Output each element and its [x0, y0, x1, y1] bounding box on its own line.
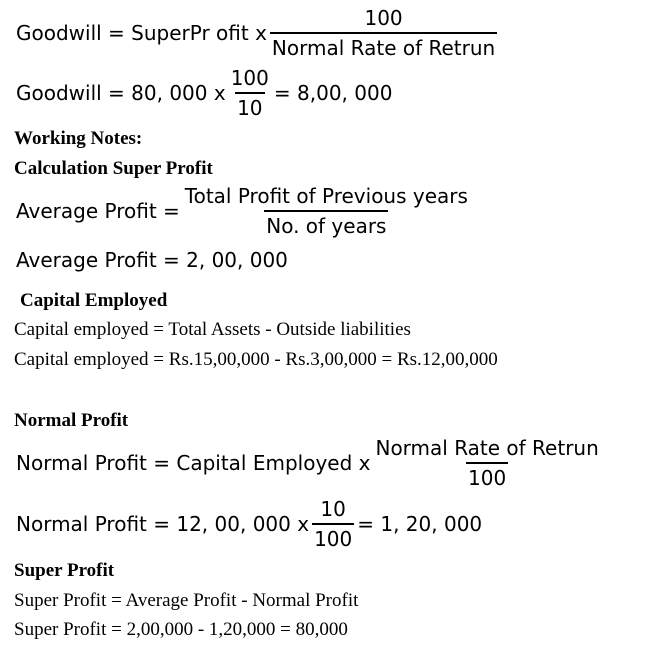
super-profit-formula: Super Profit = Average Profit - Normal P…	[14, 590, 359, 611]
capital-employed-calculation: Capital employed = Rs.15,00,000 - Rs.3,0…	[14, 349, 498, 370]
goodwill-formula: Goodwill = SuperPr ofit x 100 Normal Rat…	[16, 6, 500, 60]
average-profit-formula-lhs: Average Profit =	[16, 199, 180, 223]
normal-profit-calc-rhs: = 1, 20, 000	[357, 512, 483, 536]
calculation-super-profit-heading: Calculation Super Profit	[14, 158, 213, 179]
goodwill-calc-denominator: 10	[235, 92, 265, 120]
normal-profit-formula-denominator: 100	[466, 462, 509, 490]
average-profit-formula-fraction: Total Profit of Previous years No. of ye…	[183, 184, 470, 238]
capital-employed-formula: Capital employed = Total Assets - Outsid…	[14, 319, 411, 340]
super-profit-heading: Super Profit	[14, 560, 115, 581]
normal-profit-calc-lhs: Normal Profit = 12, 00, 000 x	[16, 512, 310, 536]
goodwill-calc-rhs: = 8,00, 000	[273, 81, 393, 105]
average-profit-value: Average Profit = 2, 00, 000	[16, 248, 288, 272]
goodwill-calculation: Goodwill = 80, 000 x 100 10 = 8,00, 000	[16, 66, 392, 120]
normal-profit-heading: Normal Profit	[14, 410, 129, 431]
goodwill-formula-lhs: Goodwill = SuperPr ofit x	[16, 21, 267, 45]
normal-profit-formula-numerator: Normal Rate of Retrun	[375, 436, 599, 460]
normal-profit-calc-fraction: 10 100	[312, 497, 355, 551]
normal-profit-formula-lhs: Normal Profit = Capital Employed x	[16, 451, 371, 475]
normal-profit-formula: Normal Profit = Capital Employed x Norma…	[16, 436, 604, 490]
average-profit-formula-denominator: No. of years	[264, 210, 389, 238]
super-profit-calculation: Super Profit = 2,00,000 - 1,20,000 = 80,…	[14, 619, 348, 640]
goodwill-calc-fraction: 100 10	[229, 66, 271, 120]
normal-profit-calculation: Normal Profit = 12, 00, 000 x 10 100 = 1…	[16, 497, 482, 551]
goodwill-formula-fraction: 100 Normal Rate of Retrun	[269, 6, 498, 60]
goodwill-formula-numerator: 100	[364, 6, 403, 30]
average-profit-formula-numerator: Total Profit of Previous years	[184, 184, 468, 208]
normal-profit-calc-denominator: 100	[312, 523, 355, 551]
normal-profit-formula-fraction: Normal Rate of Retrun 100	[373, 436, 600, 490]
capital-employed-heading: Capital Employed	[20, 290, 168, 311]
average-profit-formula: Average Profit = Total Profit of Previou…	[16, 184, 473, 238]
goodwill-calc-numerator: 100	[230, 66, 269, 90]
goodwill-calc-lhs: Goodwill = 80, 000 x	[16, 81, 226, 105]
goodwill-formula-denominator: Normal Rate of Retrun	[269, 32, 498, 60]
working-notes-heading: Working Notes:	[14, 128, 143, 149]
normal-profit-calc-numerator: 10	[320, 497, 346, 521]
